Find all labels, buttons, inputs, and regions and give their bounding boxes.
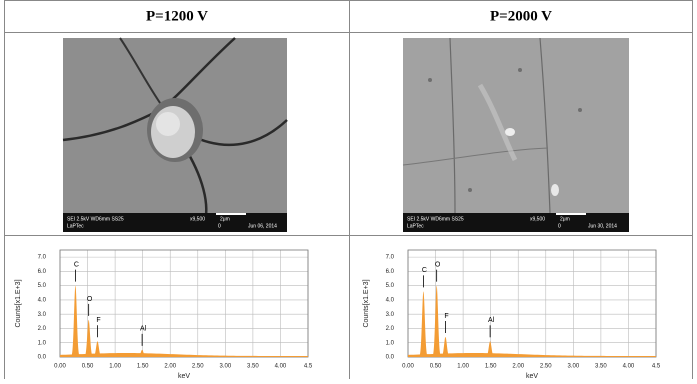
y-tick-label: 0.0 [386,355,395,361]
x-tick-label: 3.50 [247,364,259,370]
y-tick-label: 6.0 [38,269,47,275]
peak-label: O [435,262,441,269]
spectrum-peak [484,341,496,357]
scale-bar [216,213,246,215]
peak-label: C [422,267,427,274]
y-tick-label: 1.0 [386,340,395,346]
peak-label: C [74,262,79,269]
scale-bar [556,213,586,215]
sem-magnification: x9,500 [190,216,205,222]
spectrum-peak [69,285,81,357]
x-tick-label: 0.00 [54,364,66,370]
y-tick-label: 3.0 [386,312,395,318]
x-tick-label: 0.50 [430,364,442,370]
y-tick-label: 4.0 [38,298,47,304]
sem-date: Jun 30, 2014 [588,223,617,229]
x-tick-label: 4.00 [623,364,635,370]
peak-label: F [444,313,448,320]
sem-lab: LaPTec [407,223,424,229]
x-tick-label: 1.50 [485,364,497,370]
x-tick-label: 3.00 [219,364,231,370]
y-tick-label: 1.0 [38,340,47,346]
y-tick-label: 7.0 [38,255,47,261]
spectrum-peak [439,337,451,357]
column-header: P=1200 V [146,8,208,24]
sem-image [402,37,629,232]
sem-image [62,37,288,232]
x-tick-label: 1.00 [109,364,121,370]
x-tick-label: 2.50 [192,364,204,370]
spectrum-peak [431,285,443,357]
x-tick-label: 4.00 [275,364,287,370]
sem-magnification: x9,500 [530,216,545,222]
x-tick-label: 3.00 [567,364,579,370]
peak-label: Al [140,326,147,333]
background-continuum [60,353,308,357]
sem-scale: 2μm [220,216,230,222]
y-tick-label: 5.0 [38,283,47,289]
spectrum-peak [136,349,148,357]
x-tick-label: 2.00 [164,364,176,370]
sem-marker: 0 [218,223,221,229]
sem-marker: 0 [558,223,561,229]
sem-scale: 2μm [560,216,570,222]
x-axis-label: keV [178,373,190,379]
y-tick-label: 7.0 [386,255,395,261]
y-tick-label: 6.0 [386,269,395,275]
y-tick-label: 0.0 [38,355,47,361]
x-tick-label: 2.00 [512,364,524,370]
y-axis-label: Counts[x1.E+3] [363,279,370,327]
x-tick-label: 1.50 [137,364,149,370]
background-continuum [408,353,656,357]
y-axis-label: Counts[x1.E+3] [15,279,22,327]
x-tick-label: 1.00 [457,364,469,370]
x-axis-label: keV [526,373,538,379]
sem-lab: LaPTec [67,223,84,229]
x-tick-label: 3.50 [595,364,607,370]
x-tick-label: 0.00 [402,364,414,370]
x-tick-label: 4.5 [304,364,313,370]
sem-info: SEI 2.5kV WD6mm SS25 [67,216,124,222]
column-header: P=2000 V [490,8,552,24]
x-tick-label: 4.5 [652,364,661,370]
y-tick-label: 3.0 [38,312,47,318]
x-tick-label: 0.50 [82,364,94,370]
y-tick-label: 5.0 [386,283,395,289]
spectrum-peak [417,291,429,357]
peak-label: F [96,317,100,324]
spectrum-peak [91,341,103,357]
peak-label: O [87,296,93,303]
x-tick-label: 2.50 [540,364,552,370]
sem-date: Jun 06, 2014 [248,223,277,229]
table-grid [4,0,693,384]
sem-info: SEI 2.5kV WD6mm SS25 [407,216,464,222]
y-tick-label: 2.0 [38,326,47,332]
spectrum-peak [83,319,95,357]
peak-label: Al [488,317,495,324]
plot-frame [59,249,309,358]
y-tick-label: 2.0 [386,326,395,332]
y-tick-label: 4.0 [386,298,395,304]
